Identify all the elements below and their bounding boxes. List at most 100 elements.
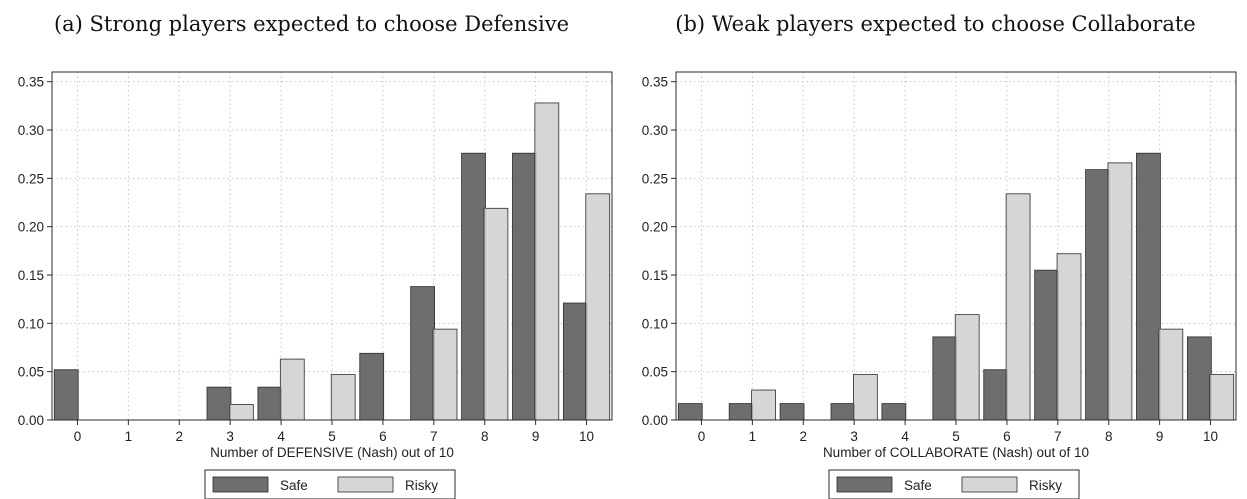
- x-tick-label: 1: [749, 429, 757, 444]
- y-tick-label: 0.20: [642, 220, 668, 235]
- bar-safe: [728, 403, 754, 421]
- bar-safe: [1085, 169, 1110, 421]
- bar-risky: [1209, 374, 1235, 421]
- chart-title: (b) Weak players expected to choose Coll…: [675, 12, 1196, 36]
- x-tick-label: 2: [176, 429, 184, 444]
- x-tick-label: 4: [277, 429, 285, 444]
- chart-panel-a: (a) Strong players expected to choose De…: [0, 0, 623, 499]
- x-tick-label: 6: [379, 429, 387, 444]
- y-tick-label: 0.10: [18, 316, 44, 331]
- y-tick-label: 0.15: [18, 268, 44, 283]
- chart-title: (a) Strong players expected to choose De…: [53, 12, 570, 36]
- bar-safe: [677, 403, 703, 421]
- legend-label-safe: Safe: [904, 478, 932, 493]
- bar-risky: [229, 404, 254, 421]
- chart-panel-b: (b) Weak players expected to choose Coll…: [624, 0, 1247, 499]
- legend-swatch-risky: [961, 476, 1018, 493]
- y-tick-label: 0.35: [642, 75, 668, 90]
- bar-risky: [751, 389, 776, 421]
- x-axis-label: Number of COLLABORATE (Nash) out of 10: [823, 445, 1089, 460]
- y-tick-label: 0.05: [642, 365, 668, 380]
- bar-overlap: [853, 403, 855, 420]
- y-tick-label: 0.30: [18, 123, 44, 138]
- bar-risky: [432, 328, 458, 421]
- bar-safe: [257, 386, 283, 421]
- x-tick-label: 0: [698, 429, 706, 444]
- x-tick-label: 8: [481, 429, 489, 444]
- bar-safe: [206, 386, 232, 421]
- bar-overlap: [280, 387, 282, 420]
- bar-overlap: [1057, 270, 1059, 420]
- x-tick-label: 3: [226, 429, 234, 444]
- bar-safe: [881, 403, 907, 421]
- bar-risky: [330, 374, 356, 421]
- bar-risky: [1005, 193, 1031, 421]
- bar-safe: [1136, 152, 1161, 421]
- x-tick-label: 1: [125, 429, 133, 444]
- bar-safe: [932, 336, 958, 421]
- bar-risky: [585, 193, 611, 421]
- bar-overlap: [1006, 369, 1008, 420]
- x-tick-label: 9: [532, 429, 540, 444]
- y-tick-label: 0.05: [18, 365, 44, 380]
- bar-safe: [830, 403, 856, 421]
- x-tick-label: 9: [1156, 429, 1164, 444]
- x-tick-label: 10: [1203, 429, 1218, 444]
- chart-plot-b: 0.00 0.05 0.10 0.15 0.20 0.25 0.30 0.35 0 1 2 3 4 5 6 7…: [642, 71, 1237, 499]
- bar-overlap: [1209, 374, 1212, 420]
- legend-swatch-risky: [337, 476, 394, 493]
- bar-risky: [1107, 162, 1133, 421]
- legend-swatch-safe: [212, 476, 269, 493]
- x-tick-label: 6: [1003, 429, 1011, 444]
- bar-safe: [1034, 269, 1059, 421]
- y-tick-label: 0.15: [642, 268, 668, 283]
- legend-swatch-safe: [836, 476, 893, 493]
- y-tick-label: 0.25: [642, 171, 668, 186]
- x-tick-label: 5: [328, 429, 336, 444]
- bar-risky: [853, 374, 878, 421]
- bar-safe: [410, 286, 435, 421]
- y-tick-label: 0.35: [18, 75, 44, 90]
- x-tick-label: 3: [850, 429, 858, 444]
- bar-safe: [512, 152, 537, 421]
- y-tick-label: 0.00: [18, 413, 44, 428]
- y-tick-label: 0.00: [642, 413, 668, 428]
- bar-safe: [461, 152, 486, 421]
- bar-overlap: [1107, 169, 1110, 420]
- bar-overlap: [1158, 329, 1161, 420]
- bar-safe: [1186, 336, 1212, 421]
- bar-risky: [534, 102, 560, 421]
- y-tick-label: 0.30: [642, 123, 668, 138]
- x-tick-label: 2: [800, 429, 808, 444]
- chart-plot-a: 0.00 0.05 0.10 0.15 0.20 0.25 0.30 0.35 0 1 2 3 4 5 6 7…: [18, 71, 613, 499]
- bar-overlap: [585, 303, 588, 420]
- bar-overlap: [229, 404, 231, 420]
- x-tick-label: 5: [952, 429, 960, 444]
- legend-label-safe: Safe: [280, 478, 308, 493]
- x-tick-label: 7: [1054, 429, 1062, 444]
- bar-risky: [483, 207, 509, 421]
- legend-label-risky: Risky: [1029, 478, 1062, 493]
- bar-overlap: [534, 153, 537, 420]
- bar-overlap: [433, 329, 435, 420]
- x-tick-label: 8: [1105, 429, 1113, 444]
- bar-risky: [279, 358, 305, 421]
- bar-risky: [1056, 253, 1082, 421]
- bar-safe: [53, 369, 79, 421]
- x-axis-label: Number of DEFENSIVE (Nash) out of 10: [210, 445, 454, 460]
- bar-overlap: [955, 336, 957, 420]
- bar-safe: [779, 403, 805, 421]
- legend-label-risky: Risky: [405, 478, 438, 493]
- bar-risky: [954, 314, 980, 421]
- y-tick-label: 0.10: [642, 316, 668, 331]
- x-tick-label: 0: [74, 429, 82, 444]
- x-tick-label: 4: [901, 429, 909, 444]
- bar-safe: [359, 352, 385, 421]
- y-tick-label: 0.25: [18, 171, 44, 186]
- bar-safe: [983, 369, 1009, 421]
- bar-overlap: [483, 208, 486, 420]
- x-tick-label: 7: [430, 429, 438, 444]
- y-tick-label: 0.20: [18, 220, 44, 235]
- bar-risky: [1158, 328, 1184, 421]
- bar-safe: [562, 302, 588, 421]
